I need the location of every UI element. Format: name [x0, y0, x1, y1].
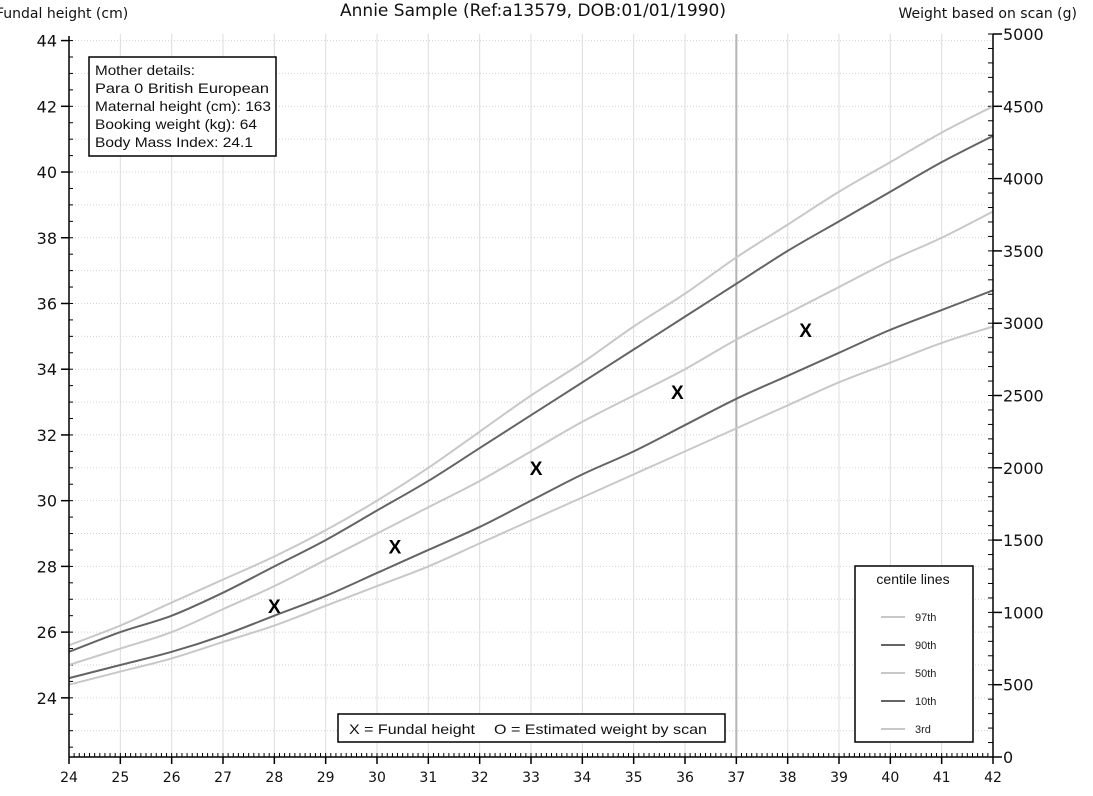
y-left-tick-label: 30: [37, 492, 57, 511]
x-tick-label: 33: [522, 770, 540, 786]
legend-entry-3rd: 3rd: [915, 724, 931, 736]
y-left-tick-label: 34: [37, 360, 57, 379]
x-tick-label: 39: [830, 770, 848, 786]
y-right-tick-label: 3500: [1003, 242, 1044, 261]
mother-details-line: Para 0 British European: [95, 80, 269, 96]
y-left-tick-label: 28: [37, 557, 57, 576]
x-tick-label: 37: [727, 770, 745, 786]
x-tick-label: 36: [676, 770, 694, 786]
y-left-tick-label: 42: [37, 97, 57, 116]
y-right-tick-label: 5000: [1003, 25, 1044, 44]
x-tick-label: 29: [317, 770, 335, 786]
fundal-height-point: X: [268, 597, 281, 618]
centile-line-90th: [68, 134, 994, 653]
mother-details-line: Booking weight (kg): 64: [95, 116, 257, 132]
y-left-tick-label: 26: [37, 623, 57, 642]
x-tick-label: 28: [265, 770, 283, 786]
y-left-tick-label: 32: [37, 426, 57, 445]
fundal-height-point: X: [530, 459, 543, 480]
centile-legend: centile lines 97th 90th 50th 10th 3rd: [854, 565, 974, 743]
x-tick-label: 35: [625, 770, 643, 786]
centile-line-10th: [68, 289, 994, 680]
x-tick-label: 34: [573, 770, 591, 786]
x-tick-label: 32: [471, 770, 489, 786]
mother-details-line: Body Mass Index: 24.1: [95, 134, 253, 150]
y-left-tick-label: 44: [37, 32, 57, 51]
centile-lines: [68, 105, 994, 686]
legend-entry-50th: 50th: [915, 668, 936, 680]
y-left-tick-label: 36: [37, 294, 57, 313]
legend-title: centile lines: [876, 571, 949, 587]
right-axis-label: Weight based on scan (g): [898, 6, 1077, 22]
symbol-key-box: X = Fundal height O = Estimated weight b…: [337, 713, 726, 743]
key-fundal-height: X = Fundal height: [349, 721, 475, 737]
fundal-height-point: X: [799, 321, 812, 342]
y-right-tick-label: 4500: [1003, 97, 1044, 116]
mother-details-heading: Mother details:: [95, 62, 195, 78]
x-tick-label: 26: [163, 770, 181, 786]
key-estimated-weight: O = Estimated weight by scan: [494, 721, 707, 737]
y-right-tick-label: 0: [1003, 748, 1013, 767]
y-right-tick-label: 2500: [1003, 387, 1044, 406]
legend-entry-97th: 97th: [915, 612, 936, 624]
y-right-tick-label: 1500: [1003, 531, 1044, 550]
x-tick-label: 42: [984, 770, 1002, 786]
x-tick-label: 41: [933, 770, 951, 786]
axes: 24 25 26 27 28 29 30 31 32 33 34 35 36 37 38 39 40 41 42 24…: [37, 25, 1044, 786]
y-left-tick-label: 40: [37, 163, 57, 182]
x-tick-label: 40: [881, 770, 899, 786]
y-right-tick-label: 500: [1003, 676, 1034, 695]
x-tick-label: 38: [779, 770, 797, 786]
y-left-tick-label: 38: [37, 229, 57, 248]
legend-entry-90th: 90th: [915, 640, 936, 652]
y-right-tick-label: 2000: [1003, 459, 1044, 478]
mother-details-line: Maternal height (cm): 163: [95, 98, 271, 114]
x-tick-label: 30: [368, 770, 386, 786]
y-right-tick-label: 3000: [1003, 314, 1044, 333]
y-right-tick-label: 1000: [1003, 603, 1044, 622]
left-axis-label: Fundal height (cm): [0, 6, 128, 22]
x-tick-label: 27: [214, 770, 232, 786]
centile-line-97th: [68, 105, 994, 647]
y-right-tick-label: 4000: [1003, 170, 1044, 189]
centile-line-50th: [68, 210, 994, 666]
mother-details-box: Mother details: Para 0 British European …: [88, 56, 277, 157]
y-left-tick-label: 24: [37, 689, 57, 708]
x-tick-label: 25: [111, 770, 129, 786]
legend-entry-10th: 10th: [915, 696, 936, 708]
chart-title: Annie Sample (Ref:a13579, DOB:01/01/1990…: [340, 1, 726, 21]
fundal-height-point: X: [389, 538, 402, 559]
fundal-height-point: X: [671, 383, 684, 404]
fundal-height-points: X X X X X: [268, 321, 812, 618]
x-tick-label: 31: [419, 770, 437, 786]
centile-line-3rd: [68, 325, 994, 686]
x-tick-label: 24: [60, 770, 78, 786]
